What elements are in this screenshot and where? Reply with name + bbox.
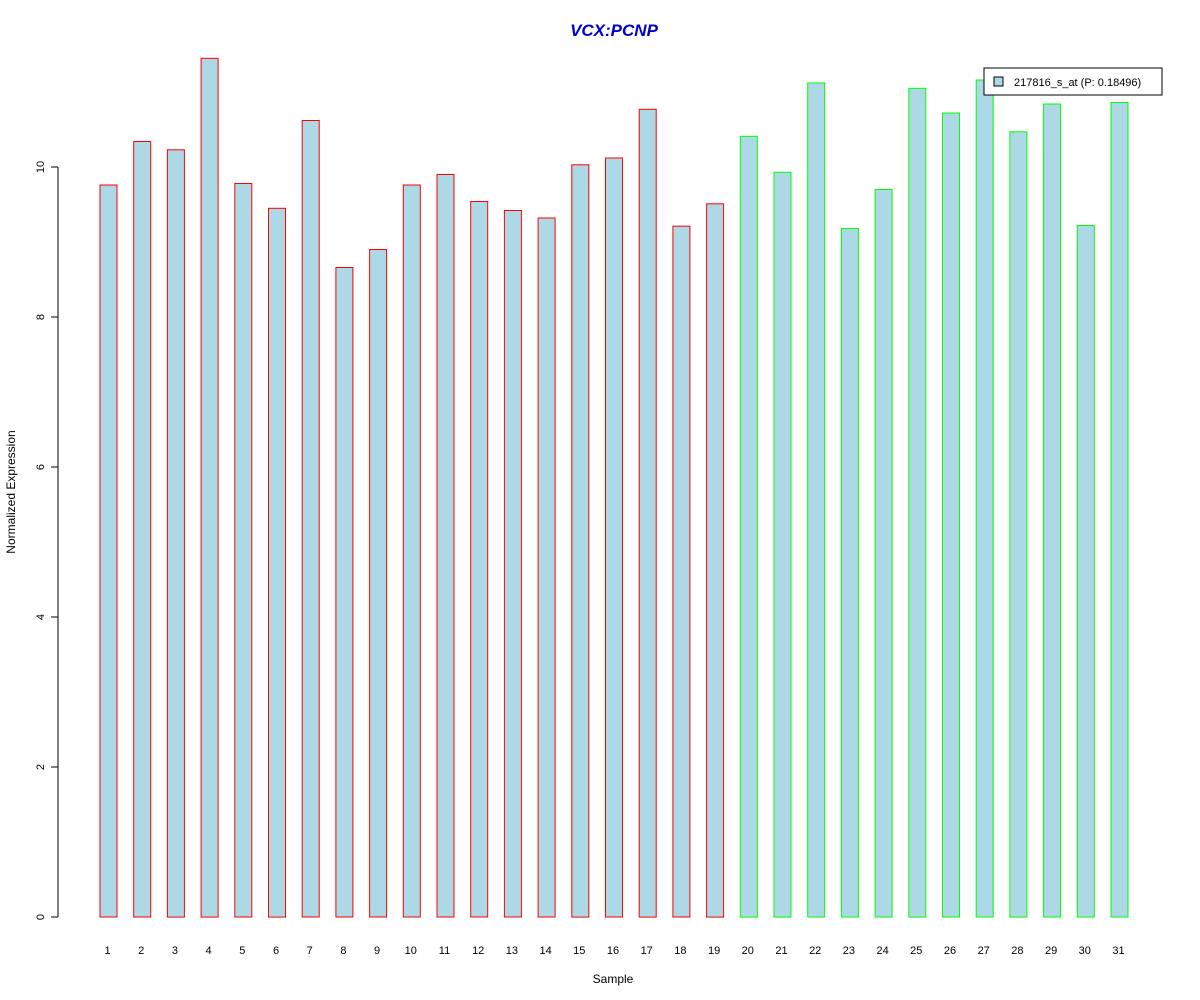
x-axis-label: Sample bbox=[593, 972, 634, 986]
y-tick-label: 4 bbox=[35, 614, 47, 620]
x-tick-label: 29 bbox=[1045, 945, 1057, 957]
x-tick-label: 24 bbox=[876, 945, 888, 957]
bar-sample-5 bbox=[234, 183, 253, 918]
x-tick-label: 26 bbox=[944, 945, 956, 957]
bar-sample-1 bbox=[99, 184, 118, 918]
bar-sample-16 bbox=[605, 157, 623, 918]
x-tick-label: 25 bbox=[910, 945, 922, 957]
bar-sample-8 bbox=[335, 267, 354, 918]
bar-sample-18 bbox=[672, 225, 691, 918]
legend-swatch bbox=[993, 76, 1004, 87]
x-tick-label: 20 bbox=[742, 945, 754, 957]
chart-title: VCX:PCNP bbox=[570, 21, 659, 40]
bar-sample-27 bbox=[975, 79, 994, 918]
x-tick-label: 9 bbox=[374, 945, 380, 957]
y-tick-label: 6 bbox=[35, 464, 47, 470]
x-tick-label: 4 bbox=[206, 945, 212, 957]
x-tick-label: 5 bbox=[239, 945, 245, 957]
bar-sample-30 bbox=[1076, 225, 1095, 918]
x-tick-label: 7 bbox=[307, 945, 313, 957]
x-tick-label: 23 bbox=[843, 945, 855, 957]
bar-sample-7 bbox=[301, 120, 320, 918]
x-tick-label: 12 bbox=[472, 945, 484, 957]
bar-sample-24 bbox=[874, 189, 893, 918]
x-tick-label: 8 bbox=[340, 945, 346, 957]
bar-sample-12 bbox=[470, 201, 489, 918]
legend: 217816_s_at (P: 0.18496) bbox=[983, 67, 1163, 96]
bars-group bbox=[99, 57, 1129, 918]
x-tick-label: 15 bbox=[573, 945, 585, 957]
bar-sample-9 bbox=[369, 249, 388, 918]
bar-sample-6 bbox=[268, 207, 286, 918]
x-tick-label: 6 bbox=[273, 945, 279, 957]
bar-sample-28 bbox=[1009, 131, 1028, 918]
x-tick-label: 27 bbox=[978, 945, 990, 957]
bar-sample-17 bbox=[638, 108, 657, 918]
bar-sample-15 bbox=[571, 164, 590, 918]
x-tick-label: 22 bbox=[809, 945, 821, 957]
x-tick-label: 2 bbox=[138, 945, 144, 957]
y-tick-label: 2 bbox=[35, 764, 47, 770]
x-tick-label: 31 bbox=[1112, 945, 1124, 957]
bar-sample-29 bbox=[1043, 103, 1062, 918]
y-tick-label: 8 bbox=[35, 314, 47, 320]
y-axis: 0 2 4 6 8 10 bbox=[35, 161, 59, 920]
bar-sample-11 bbox=[436, 174, 455, 918]
bar-sample-31 bbox=[1110, 102, 1129, 918]
x-tick-label: 28 bbox=[1011, 945, 1023, 957]
x-tick-label: 16 bbox=[607, 945, 619, 957]
bar-sample-26 bbox=[942, 112, 960, 918]
y-tick-label: 0 bbox=[35, 914, 47, 920]
x-tick-label: 19 bbox=[708, 945, 720, 957]
y-axis-label: Normalized Expression bbox=[4, 430, 18, 553]
bar-sample-3 bbox=[166, 149, 185, 918]
bar-sample-4 bbox=[200, 57, 219, 918]
bar-sample-10 bbox=[402, 184, 421, 918]
y-tick-label: 10 bbox=[35, 161, 47, 173]
legend-box bbox=[983, 67, 1163, 96]
x-tick-label: 14 bbox=[539, 945, 551, 957]
x-tick-labels: 1 2 3 4 5 6 7 8 9 10 11 12 13 14 15 16 17 18 19 20 21 22 23 24 2… bbox=[104, 945, 1124, 957]
bar-sample-22 bbox=[807, 82, 826, 918]
bar-sample-13 bbox=[503, 210, 522, 918]
bar-sample-21 bbox=[773, 171, 792, 918]
x-tick-label: 21 bbox=[775, 945, 787, 957]
x-tick-label: 18 bbox=[674, 945, 686, 957]
x-tick-label: 17 bbox=[641, 945, 653, 957]
x-tick-label: 3 bbox=[172, 945, 178, 957]
bar-sample-20 bbox=[739, 135, 758, 918]
bar-sample-14 bbox=[537, 217, 556, 918]
x-tick-label: 30 bbox=[1079, 945, 1091, 957]
bar-sample-23 bbox=[840, 228, 859, 918]
bar-sample-19 bbox=[706, 203, 725, 918]
bar-sample-25 bbox=[908, 87, 927, 918]
x-tick-label: 11 bbox=[439, 945, 450, 957]
legend-label: 217816_s_at (P: 0.18496) bbox=[1014, 77, 1141, 89]
x-tick-label: 13 bbox=[506, 945, 518, 957]
bar-sample-2 bbox=[133, 141, 152, 918]
x-tick-label: 1 bbox=[104, 945, 110, 957]
x-tick-label: 10 bbox=[405, 945, 417, 957]
